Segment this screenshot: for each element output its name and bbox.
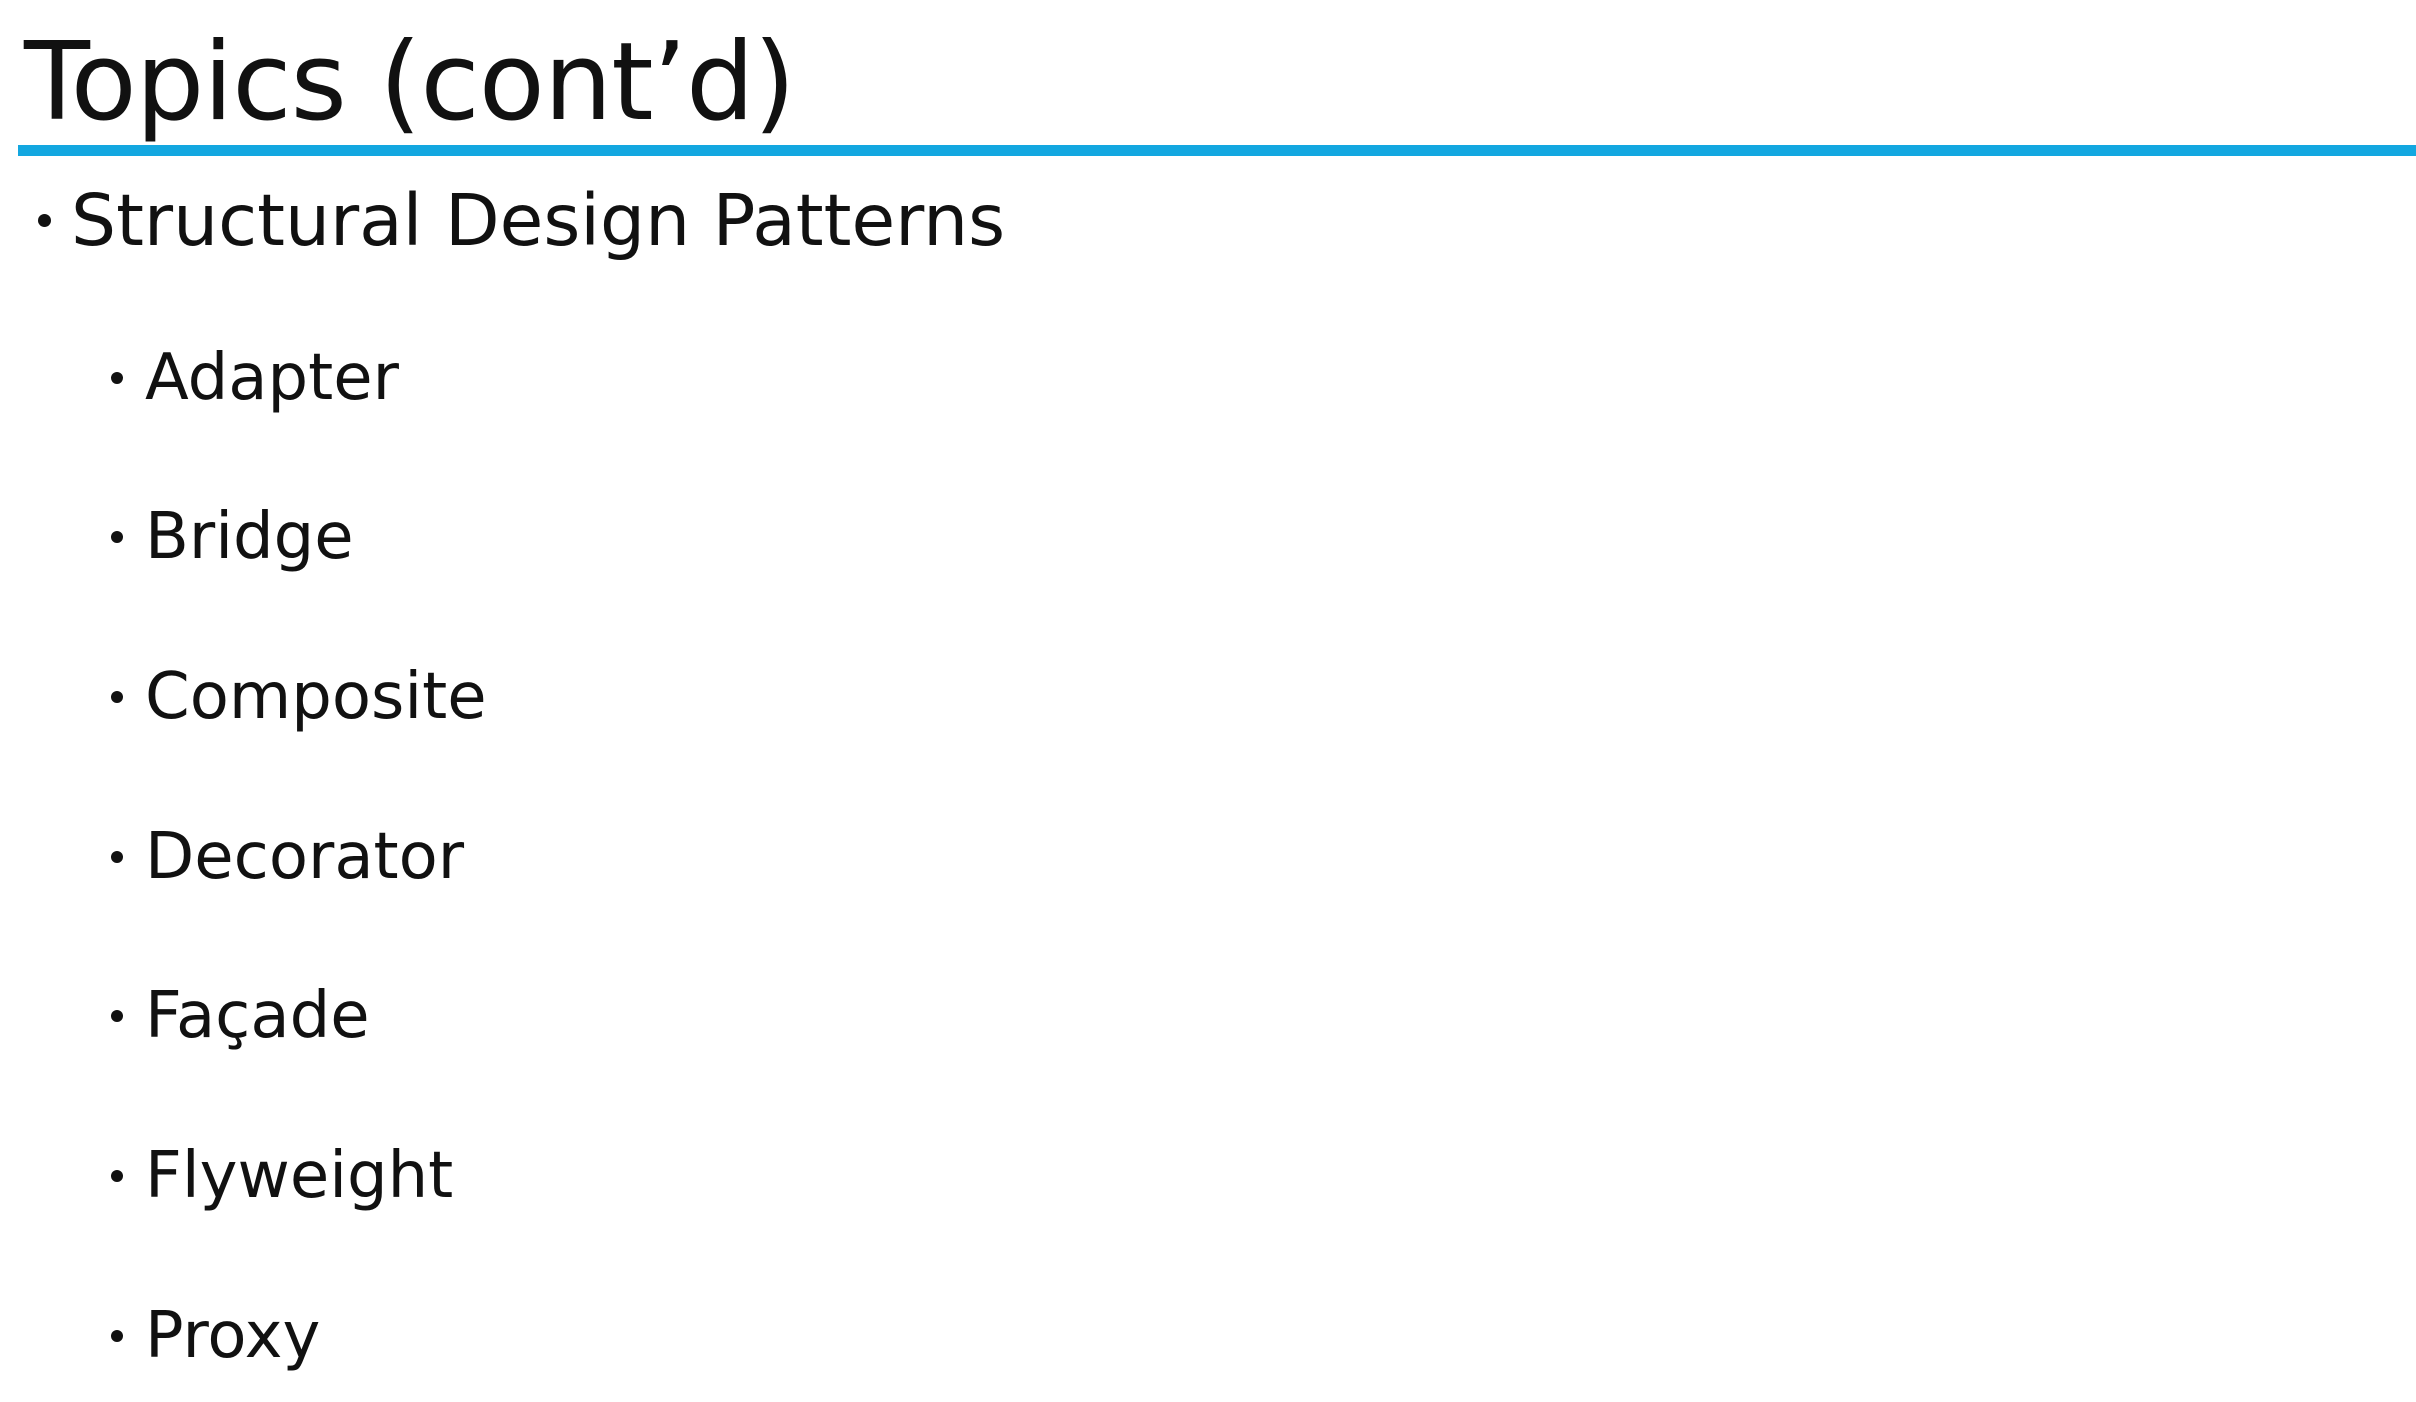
title-underline <box>18 145 2416 156</box>
bullet-structural-design-patterns: Structural Design Patterns <box>38 170 1005 270</box>
bullet-dot-icon <box>38 213 51 227</box>
bullet-dot-icon <box>111 372 123 384</box>
sub-bullet-facade: Façade <box>111 968 370 1064</box>
sub-bullet-composite: Composite <box>111 649 487 745</box>
sub-bullet-label: Composite <box>145 660 487 734</box>
sub-bullet-bridge: Bridge <box>111 489 354 585</box>
bullet-dot-icon <box>111 851 123 863</box>
bullet-dot-icon <box>111 691 123 703</box>
sub-bullet-label: Façade <box>145 979 370 1053</box>
sub-bullet-decorator: Decorator <box>111 809 464 905</box>
bullet-dot-icon <box>111 531 123 543</box>
sub-bullet-label: Proxy <box>145 1299 321 1373</box>
slide-title: Topics (cont’d) <box>24 20 796 145</box>
bullet-label: Structural Design Patterns <box>71 178 1006 262</box>
bullet-dot-icon <box>111 1330 123 1342</box>
bullet-dot-icon <box>111 1010 123 1022</box>
sub-bullet-proxy: Proxy <box>111 1288 320 1384</box>
sub-bullet-label: Bridge <box>145 500 354 574</box>
sub-bullet-label: Flyweight <box>145 1139 454 1213</box>
sub-bullet-label: Adapter <box>145 341 399 415</box>
sub-bullet-label: Decorator <box>145 820 465 894</box>
sub-bullet-adapter: Adapter <box>111 330 399 426</box>
sub-bullet-flyweight: Flyweight <box>111 1128 453 1224</box>
bullet-dot-icon <box>111 1170 123 1182</box>
